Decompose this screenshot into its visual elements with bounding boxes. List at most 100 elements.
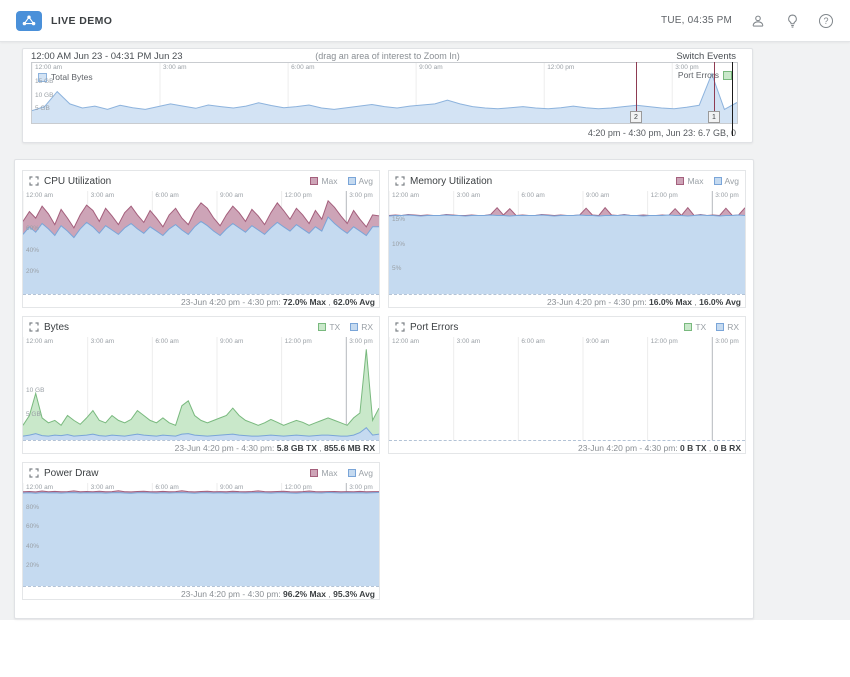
app-logo-icon — [16, 10, 42, 31]
axis-time-label: 12:00 am — [392, 338, 420, 345]
axis-time-label: 3:00 am — [456, 192, 481, 199]
panel-caption: 23-Jun 4:20 pm - 4:30 pm: 16.0% Max , 16… — [389, 294, 745, 307]
expand-icon[interactable] — [29, 176, 39, 186]
axis-value-label: 80% — [26, 503, 40, 511]
legend-label: Avg — [724, 176, 740, 186]
brand-name: LIVE DEMO — [51, 14, 113, 27]
axis-time-label: 12:00 pm — [284, 338, 312, 345]
max-swatch — [676, 177, 685, 185]
panel-title: Port Errors — [410, 321, 459, 333]
axis-value-label: 10 GB — [26, 386, 45, 394]
chart-cpu-utilization[interactable]: 12:00 am 3:00 am 6:00 am 9:00 am 12:00 pm 3:0… — [23, 191, 379, 294]
axis-value-label: 60% — [26, 224, 40, 232]
axis-value-label: 20% — [26, 268, 40, 276]
port-errors-label: Port Errors — [677, 70, 719, 80]
legend-label: RX — [361, 322, 373, 332]
caption-range: 23-Jun 4:20 pm - 4:30 pm: — [174, 443, 277, 453]
switch-event-marker[interactable]: 1 — [708, 111, 720, 123]
legend-port-errors[interactable]: Port Errors — [678, 70, 732, 80]
legend-item-avg[interactable]: Avg — [347, 468, 373, 478]
caption-value: 62.0% Avg — [333, 297, 375, 307]
legend-total-bytes[interactable]: Total Bytes — [38, 72, 93, 82]
timeline-header: 12:00 AM Jun 23 - 04:31 PM Jun 23 (drag … — [23, 49, 752, 62]
legend-label: TX — [695, 322, 707, 332]
legend-item-max[interactable]: Max — [676, 176, 704, 186]
topbar-actions: TUE, 04:35 PM ? — [661, 13, 834, 29]
avg-swatch — [713, 177, 722, 185]
panel-caption: 23-Jun 4:20 pm - 4:30 pm: 96.2% Max , 95… — [23, 586, 379, 599]
axis-time-label: 9:00 am — [419, 64, 443, 71]
max-swatch — [310, 469, 319, 477]
axis-time-label: 12:00 pm — [284, 484, 312, 491]
caption-range: 23-Jun 4:20 pm - 4:30 pm: — [546, 297, 650, 307]
switch-event-marker[interactable]: 2 — [630, 111, 642, 123]
timeline-card: 12:00 AM Jun 23 - 04:31 PM Jun 23 (drag … — [22, 48, 753, 143]
caption-value: 16.0% Max — [649, 297, 693, 307]
avg-swatch — [347, 177, 356, 185]
user-icon[interactable] — [750, 13, 766, 29]
timeline-chart[interactable]: Total Bytes Port Errors 12:00 am 3:00 am 6… — [31, 62, 738, 124]
axis-time-label: 6:00 am — [521, 338, 545, 345]
legend-item-rx[interactable]: RX — [716, 322, 739, 332]
max-swatch — [310, 177, 319, 185]
axis-time-label: 3:00 pm — [349, 192, 373, 199]
timeline-area-chart — [32, 63, 737, 123]
legend-item-tx[interactable]: TX — [684, 322, 706, 332]
chart-bytes[interactable]: 12:00 am 3:00 am 6:00 am 9:00 am 12:00 pm 3:0… — [23, 337, 379, 440]
chart-memory-utilization[interactable]: 12:00 am 3:00 am 6:00 am 9:00 am 12:00 pm 3:0… — [389, 191, 745, 294]
panel-legend: Max Avg — [676, 176, 739, 186]
axis-value-label: 15% — [392, 216, 406, 224]
axis-time-label: 12:00 am — [26, 484, 54, 491]
panel-cpu-utilization: CPU Utilization Max Avg 12:00 am 3:00 am 6:00… — [22, 170, 380, 308]
axis-time-label: 9:00 am — [585, 192, 610, 199]
legend-item-tx[interactable]: TX — [318, 322, 340, 332]
switch-event-line — [714, 62, 715, 111]
axis-value-label: 10% — [392, 240, 406, 248]
charts-grid: CPU Utilization Max Avg 12:00 am 3:00 am 6:00… — [22, 170, 746, 600]
legend-label: RX — [727, 322, 739, 332]
brand[interactable]: LIVE DEMO — [16, 10, 113, 31]
panel-legend: Max Avg — [310, 468, 373, 478]
rx-swatch — [350, 323, 359, 331]
axis-time-label: 3:00 pm — [349, 484, 373, 491]
panel-legend: Max Avg — [310, 176, 373, 186]
axis-time-label: 3:00 pm — [715, 192, 739, 199]
legend-label: Max — [321, 176, 338, 186]
switch-events-label[interactable]: Switch Events — [676, 51, 736, 62]
area-chart — [23, 483, 379, 586]
axis-time-label: 3:00 am — [90, 484, 115, 491]
panel-caption: 23-Jun 4:20 pm - 4:30 pm: 5.8 GB TX , 85… — [23, 440, 379, 453]
axis-time-label: 6:00 am — [155, 338, 179, 345]
help-icon[interactable]: ? — [818, 13, 834, 29]
panel-header: Memory Utilization Max Avg — [389, 171, 745, 191]
expand-icon[interactable] — [29, 468, 39, 478]
avg-swatch — [347, 469, 356, 477]
axis-value-label: 60% — [26, 523, 40, 531]
axis-time-label: 6:00 am — [291, 64, 315, 71]
axis-time-label: 3:00 pm — [715, 338, 739, 345]
panel-port-errors: Port Errors TX RX 12:00 am 3:00 am 6:00 am 9:0… — [388, 316, 746, 454]
expand-icon[interactable] — [29, 322, 39, 332]
axis-time-label: 6:00 am — [155, 484, 179, 491]
legend-item-avg[interactable]: Avg — [347, 176, 373, 186]
panel-title: CPU Utilization — [44, 175, 112, 187]
axis-time-label: 9:00 am — [219, 338, 244, 345]
legend-item-max[interactable]: Max — [310, 468, 338, 478]
current-time-cursor — [732, 62, 733, 136]
axis-time-label: 9:00 am — [219, 484, 244, 491]
lightbulb-icon[interactable] — [784, 13, 800, 29]
chart-power-draw[interactable]: 12:00 am 3:00 am 6:00 am 9:00 am 12:00 pm 3:0… — [23, 483, 379, 586]
panel-power-draw: Power Draw Max Avg 12:00 am 3:00 am 6:00 am 9:… — [22, 462, 380, 600]
legend-item-avg[interactable]: Avg — [713, 176, 740, 186]
panel-caption: 23-Jun 4:20 pm - 4:30 pm: 0 B TX , 0 B R… — [389, 440, 745, 453]
panel-header: Port Errors TX RX — [389, 317, 745, 337]
legend-item-max[interactable]: Max — [310, 176, 338, 186]
axis-value-label: 5 GB — [26, 411, 41, 419]
expand-icon[interactable] — [395, 322, 405, 332]
chart-port-errors[interactable]: 12:00 am 3:00 am 6:00 am 9:00 am 12:00 pm 3:0… — [389, 337, 745, 440]
expand-icon[interactable] — [395, 176, 405, 186]
axis-time-label: 12:00 pm — [547, 64, 575, 71]
area-chart — [23, 337, 379, 440]
area-chart — [389, 337, 713, 440]
legend-item-rx[interactable]: RX — [350, 322, 373, 332]
